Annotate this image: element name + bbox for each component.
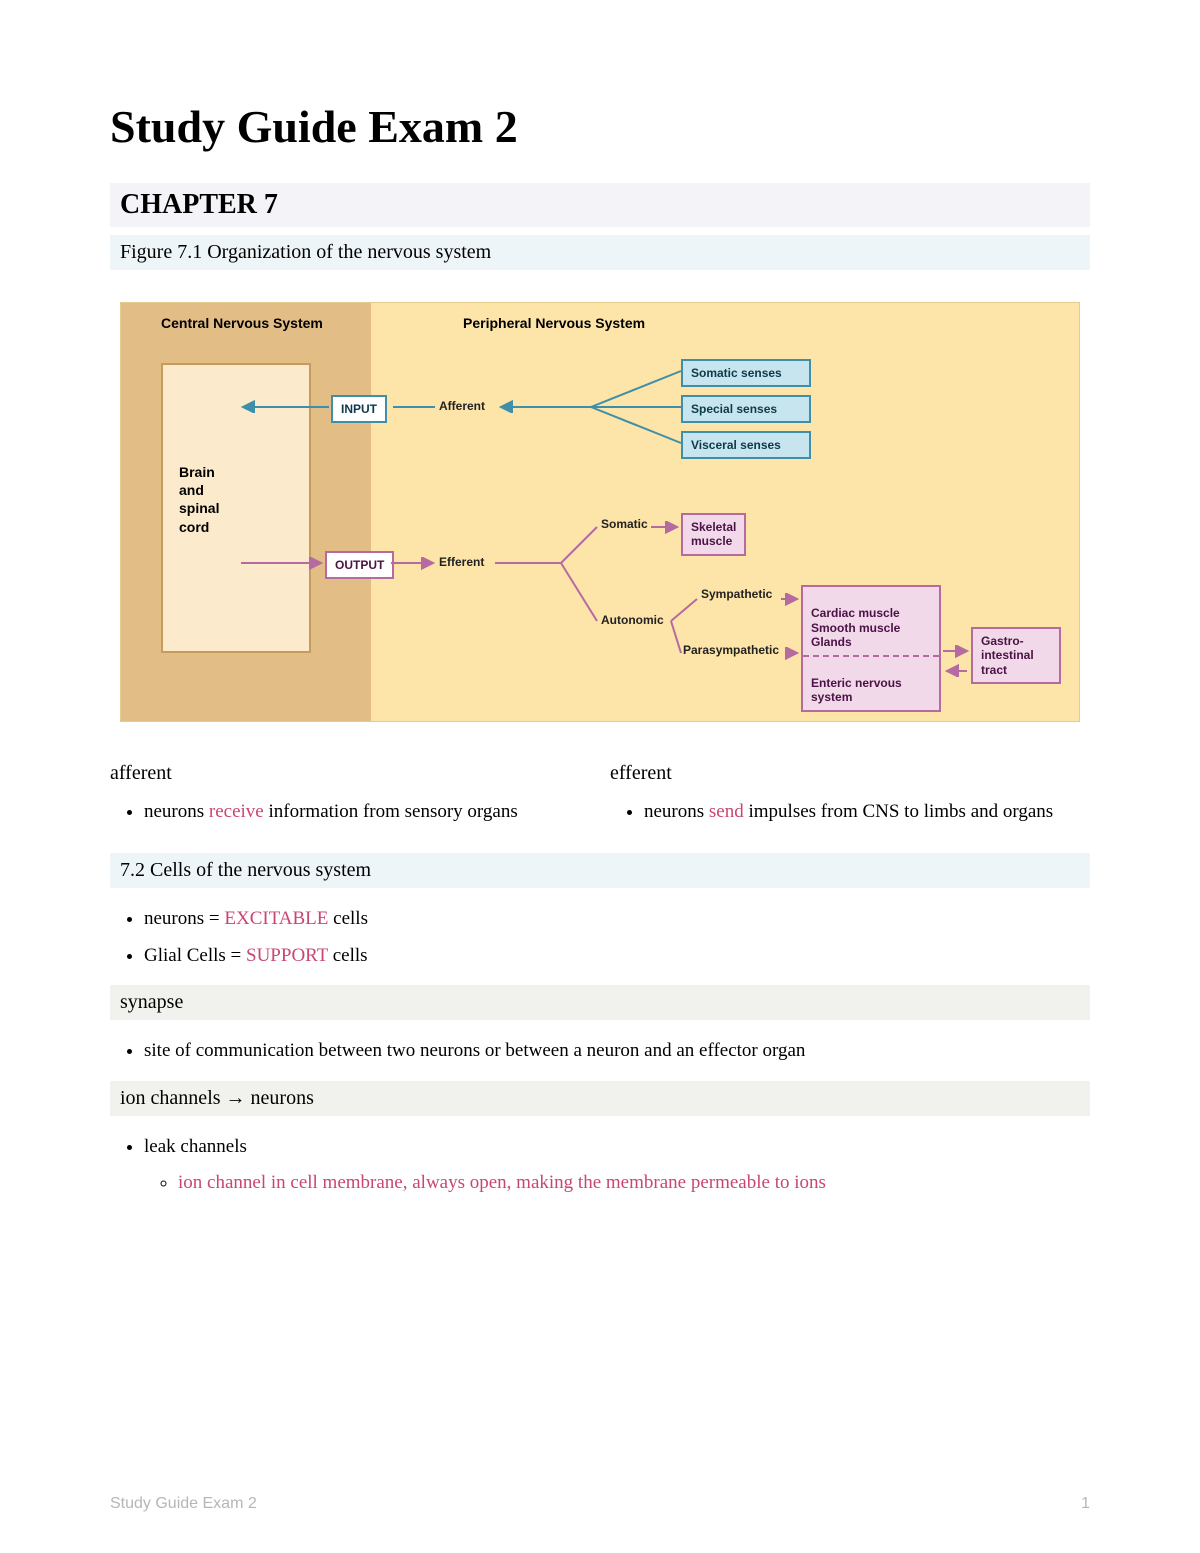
page-title: Study Guide Exam 2 bbox=[110, 100, 1090, 153]
afferent-efferent-columns: afferent neurons receive information fro… bbox=[110, 762, 1090, 833]
glial-support: Glial Cells = SUPPORT cells bbox=[144, 941, 1090, 971]
leak-channels-sub-bullet: ion channel in cell membrane, always ope… bbox=[178, 1168, 1090, 1198]
afferent-heading: afferent bbox=[110, 762, 590, 785]
efferent-heading: efferent bbox=[610, 762, 1090, 785]
afferent-column: afferent neurons receive information fro… bbox=[110, 762, 590, 833]
chapter-header-bar: CHAPTER 7 bbox=[110, 183, 1090, 227]
footer-title: Study Guide Exam 2 bbox=[110, 1495, 257, 1513]
diagram-arrows bbox=[121, 303, 1079, 721]
cells-list: neurons = EXCITABLE cells Glial Cells = … bbox=[110, 904, 1090, 971]
figure-caption: Figure 7.1 Organization of the nervous s… bbox=[110, 235, 1090, 270]
synapse-bullet: site of communication between two neuron… bbox=[144, 1036, 1090, 1066]
nervous-system-diagram: Central Nervous System Peripheral Nervou… bbox=[120, 302, 1080, 722]
ion-channels-header: ion channels → neurons bbox=[110, 1081, 1090, 1116]
efferent-column: efferent neurons send impulses from CNS … bbox=[610, 762, 1090, 833]
neurons-excitable: neurons = EXCITABLE cells bbox=[144, 904, 1090, 934]
section-7-2-header: 7.2 Cells of the nervous system bbox=[110, 853, 1090, 888]
chapter-title: CHAPTER 7 bbox=[120, 189, 1080, 221]
efferent-bullet: neurons send impulses from CNS to limbs … bbox=[644, 797, 1090, 827]
synapse-header: synapse bbox=[110, 985, 1090, 1020]
footer-page-number: 1 bbox=[1081, 1495, 1090, 1513]
page-footer: Study Guide Exam 2 1 bbox=[110, 1495, 1090, 1513]
leak-channels-bullet: leak channels ion channel in cell membra… bbox=[144, 1132, 1090, 1199]
afferent-bullet: neurons receive information from sensory… bbox=[144, 797, 590, 827]
